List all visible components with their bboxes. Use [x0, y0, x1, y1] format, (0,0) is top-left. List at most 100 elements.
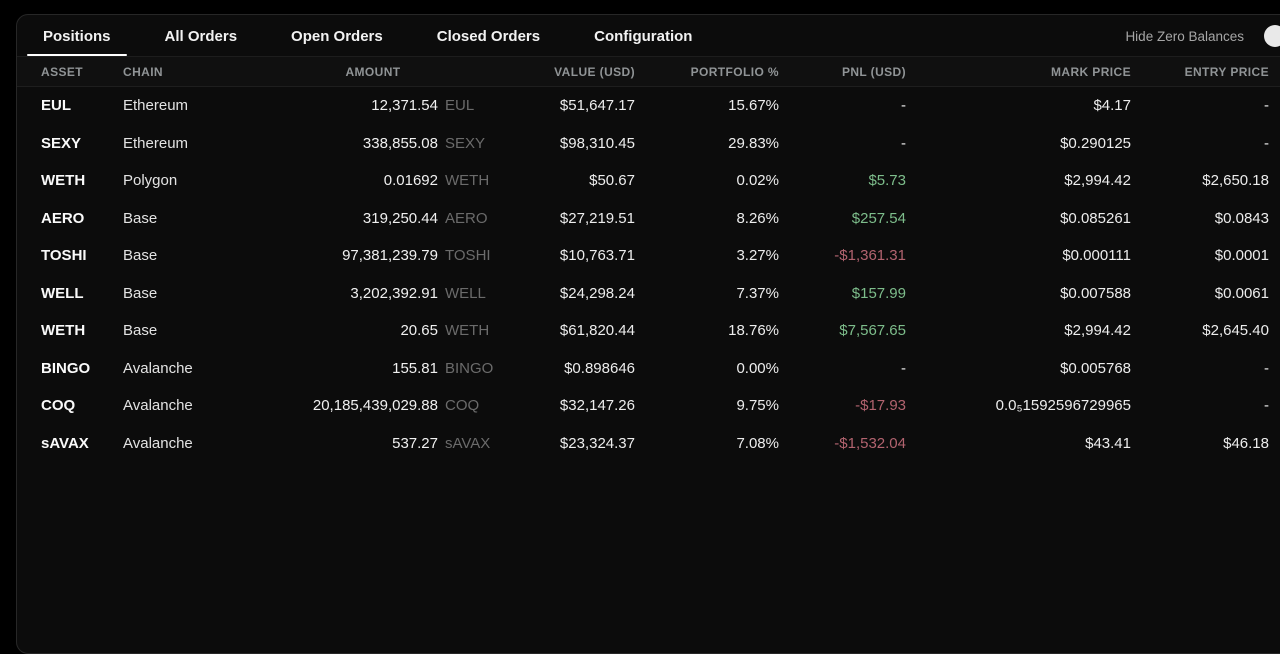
chain-cell: Base [123, 247, 158, 265]
entry-price-cell: $2,650.18 [1202, 172, 1269, 190]
chain-cell: Avalanche [123, 397, 193, 415]
entry-price-cell: - [1264, 359, 1269, 377]
hide-zero-balances-toggle[interactable] [1264, 25, 1280, 47]
asset-cell: WELL [41, 284, 84, 302]
column-header-portfolio: PORTFOLIO % [690, 64, 779, 79]
value-cell: $61,820.44 [559, 322, 635, 340]
asset-cell: BINGO [41, 359, 91, 377]
amount-value: 319,250.44 [362, 209, 438, 227]
amount-value: 12,371.54 [371, 97, 438, 115]
amount-value: 3,202,392.91 [350, 284, 438, 302]
pnl-cell: -$17.93 [855, 397, 906, 415]
value-cell: $98,310.45 [559, 134, 635, 152]
table-row[interactable]: sAVAX Avalanche 537.27 sAVAX $23,324.37 7.08%… [17, 425, 1280, 463]
mark-price-cell: $4.17 [1093, 97, 1131, 115]
entry-price-cell: - [1264, 134, 1269, 152]
asset-cell: WETH [41, 322, 86, 340]
chain-cell: Polygon [123, 172, 178, 190]
mark-price-cell: $0.007588 [1060, 284, 1131, 302]
amount-symbol: WETH [445, 322, 490, 340]
amount-symbol: BINGO [445, 359, 494, 377]
tabs: Positions All Orders Open Orders Closed Ord… [27, 15, 708, 56]
value-cell: $10,763.71 [559, 247, 635, 265]
portfolio-pct-cell: 0.00% [736, 359, 779, 377]
table-row[interactable]: AERO Base 319,250.44 AERO $27,219.51 8.26% $25… [17, 200, 1280, 238]
asset-cell: AERO [41, 209, 85, 227]
entry-price-cell: $2,645.40 [1202, 322, 1269, 340]
table-body: EUL Ethereum 12,371.54 EUL $51,647.17 15.67% -… [17, 87, 1280, 462]
portfolio-pct-cell: 8.26% [736, 209, 779, 227]
pnl-cell: - [901, 359, 906, 377]
portfolio-pct-cell: 0.02% [736, 172, 779, 190]
amount-cell: 3,202,392.91 WELL [243, 285, 503, 302]
amount-cell: 20.65 WETH [243, 322, 503, 339]
tab-open-orders[interactable]: Open Orders [291, 28, 383, 45]
amount-cell: 319,250.44 AERO [243, 210, 503, 227]
pnl-cell: -$1,532.04 [834, 434, 906, 452]
positions-panel: Positions All Orders Open Orders Closed Ord… [16, 14, 1280, 654]
amount-symbol: sAVAX [445, 434, 491, 452]
table-row[interactable]: COQ Avalanche 20,185,439,029.88 COQ $32,147.… [17, 387, 1280, 425]
column-header-mark-price: MARK PRICE [1050, 64, 1131, 79]
asset-cell: EUL [41, 97, 71, 115]
table-header: ASSET CHAIN AMOUNT VALUE (USD) PORTFOLIO % PN… [17, 57, 1280, 87]
chain-cell: Base [123, 284, 158, 302]
asset-cell: COQ [41, 397, 76, 415]
value-cell: $23,324.37 [559, 434, 635, 452]
table-row[interactable]: WETH Base 20.65 WETH $61,820.44 18.76% $7,567.… [17, 312, 1280, 350]
tab-configuration[interactable]: Configuration [594, 28, 693, 45]
asset-cell: WETH [41, 172, 86, 190]
amount-value: 537.27 [392, 434, 438, 452]
chain-cell: Avalanche [123, 359, 193, 377]
chain-cell: Ethereum [123, 134, 189, 152]
amount-symbol: COQ [445, 397, 480, 415]
hide-zero-balances-label: Hide Zero Balances [1125, 28, 1244, 44]
pnl-cell: $157.99 [851, 284, 906, 302]
entry-price-cell: - [1264, 97, 1269, 115]
value-cell: $24,298.24 [559, 284, 635, 302]
table-row[interactable]: SEXY Ethereum 338,855.08 SEXY $98,310.45 29.8… [17, 125, 1280, 163]
pnl-cell: - [901, 97, 906, 115]
entry-price-cell: - [1264, 397, 1269, 415]
tab-bar: Positions All Orders Open Orders Closed Ord… [17, 15, 1280, 57]
mark-price-cell: $0.005768 [1060, 359, 1131, 377]
amount-symbol: WETH [445, 172, 490, 190]
amount-symbol: SEXY [445, 134, 486, 152]
amount-cell: 537.27 sAVAX [243, 435, 503, 452]
amount-value: 338,855.08 [362, 134, 438, 152]
mark-price-cell: $43.41 [1085, 434, 1131, 452]
asset-cell: TOSHI [41, 247, 87, 265]
table-row[interactable]: WELL Base 3,202,392.91 WELL $24,298.24 7.37% $… [17, 275, 1280, 313]
amount-cell: 97,381,239.79 TOSHI [243, 247, 503, 264]
amount-symbol: WELL [445, 284, 486, 302]
amount-cell: 0.01692 WETH [243, 172, 503, 189]
table-row[interactable]: TOSHI Base 97,381,239.79 TOSHI $10,763.71 3.2… [17, 237, 1280, 275]
table-row[interactable]: EUL Ethereum 12,371.54 EUL $51,647.17 15.67% -… [17, 87, 1280, 125]
asset-cell: sAVAX [41, 434, 89, 452]
tab-closed-orders[interactable]: Closed Orders [436, 28, 541, 45]
table-row[interactable]: WETH Polygon 0.01692 WETH $50.67 0.02% $5.73 $2… [17, 162, 1280, 200]
column-header-value-usd: VALUE (USD) [554, 64, 635, 79]
column-header-chain: CHAIN [123, 64, 163, 79]
entry-price-cell: $0.0001 [1214, 247, 1269, 265]
pnl-cell: - [901, 134, 906, 152]
mark-price-cell: $2,994.42 [1064, 172, 1131, 190]
amount-cell: 155.81 BINGO [243, 360, 503, 377]
amount-cell: 12,371.54 EUL [243, 97, 503, 114]
amount-symbol: TOSHI [445, 247, 491, 265]
mark-price-cell: $0.085261 [1060, 209, 1131, 227]
tab-positions[interactable]: Positions [27, 15, 127, 56]
chain-cell: Base [123, 209, 158, 227]
column-header-asset: ASSET [41, 64, 84, 79]
tab-all-orders[interactable]: All Orders [164, 28, 238, 45]
chain-cell: Base [123, 322, 158, 340]
portfolio-pct-cell: 15.67% [728, 97, 779, 115]
column-header-pnl-usd: PNL (USD) [841, 64, 906, 79]
value-cell: $50.67 [589, 172, 635, 190]
amount-value: 0.01692 [383, 172, 438, 190]
table-row[interactable]: BINGO Avalanche 155.81 BINGO $0.898646 0.00% -… [17, 350, 1280, 388]
amount-symbol: EUL [445, 97, 475, 115]
amount-cell: 20,185,439,029.88 COQ [243, 397, 503, 414]
asset-cell: SEXY [41, 134, 82, 152]
amount-symbol: AERO [445, 209, 488, 227]
